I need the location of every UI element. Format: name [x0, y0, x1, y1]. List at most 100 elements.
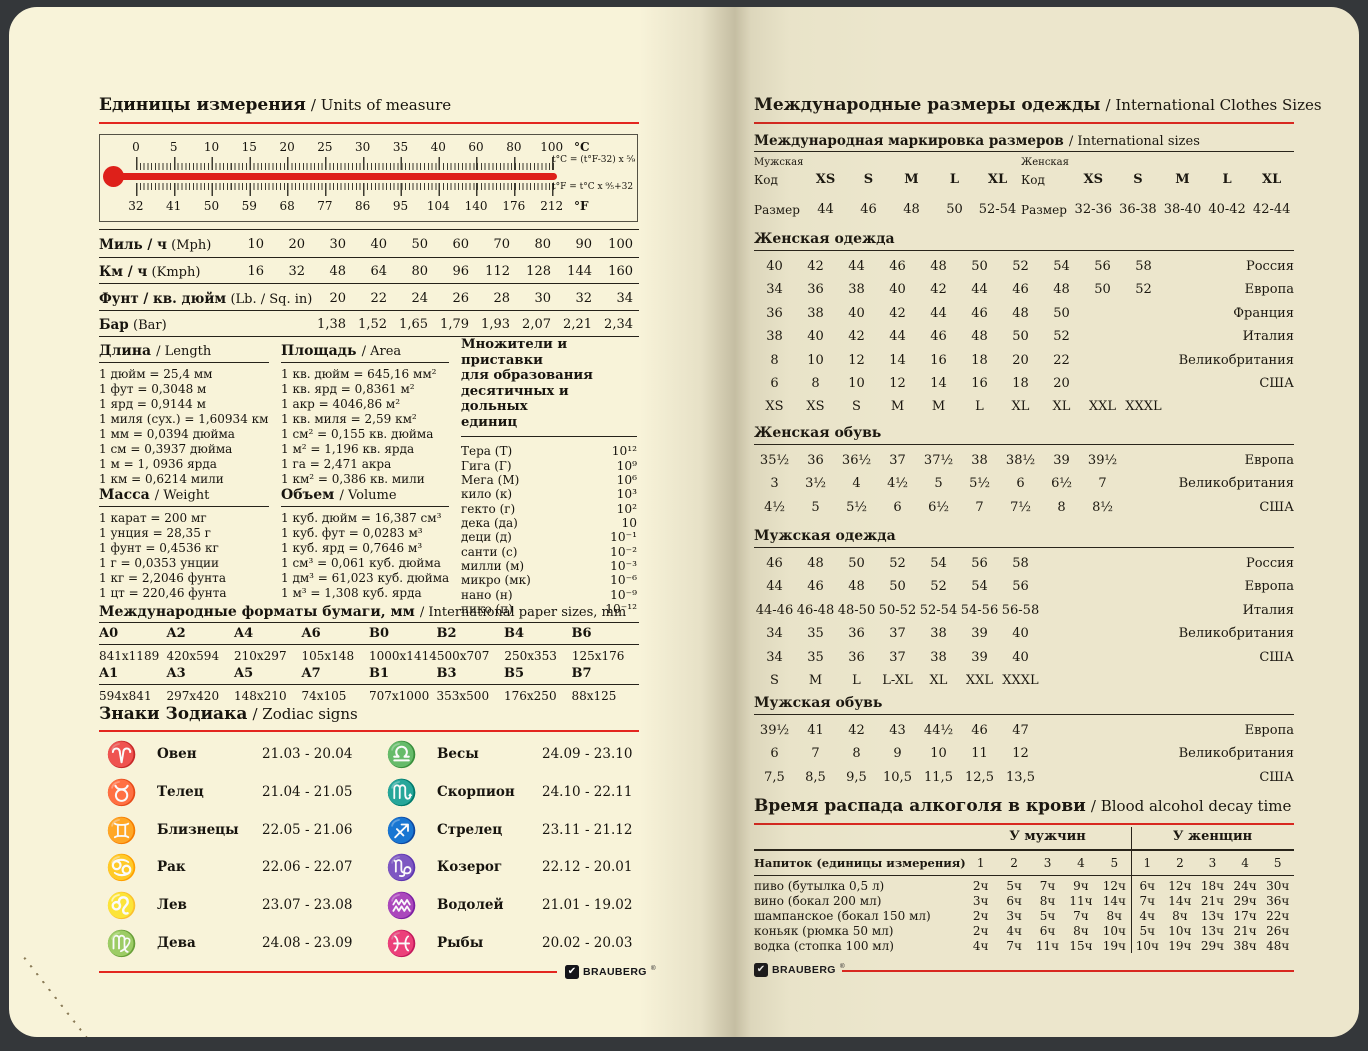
women-hours-cell: 36ч	[1266, 894, 1290, 908]
women-size-code: S	[1133, 172, 1143, 187]
paper-format: A1	[99, 666, 119, 681]
zodiac-row: ♍ Дева 24.08 - 23.09	[99, 925, 371, 963]
zodiac-row: ♓ Рыбы 20.02 - 20.03	[379, 925, 651, 963]
size-cell: 48	[1012, 305, 1029, 321]
kmph-value: 112	[485, 264, 510, 279]
brauberg-logo-text: BRAUBERG	[772, 964, 836, 976]
size-cell: 20	[1012, 352, 1029, 368]
size-cell: 9	[893, 746, 902, 762]
mass-item: 1 кг = 2,2046 фунта	[99, 571, 226, 586]
zodiac-column-right: ♎ Весы 24.09 - 23.10 ♏ Скорпион 24.10 - …	[379, 736, 651, 963]
country-label: Европа	[1244, 579, 1294, 595]
paper-size-value: 420x594	[166, 649, 220, 663]
country-label: США	[1259, 499, 1294, 515]
area-item: 1 км² = 0,386 кв. мили	[281, 472, 425, 487]
prefix-row: Мега (М) 10⁶	[461, 473, 637, 487]
psi-value: 34	[616, 291, 633, 306]
men-hours-cell: 7ч	[1073, 909, 1089, 923]
women-hours-cell: 21ч	[1233, 924, 1257, 938]
zodiac-row: ♊ Близнецы 22.05 - 21.06	[99, 812, 371, 850]
prefixes-rule	[461, 436, 637, 438]
paper-values-row-1: 841x1189 420x594 210x297 105x148 1000x1414 50…	[99, 647, 639, 665]
women-hours-cell: 7ч	[1139, 894, 1156, 908]
prefix-row: Тера (Т) 10¹²	[461, 444, 637, 458]
men-count-header: 5	[1110, 856, 1119, 870]
women-hours-cell: 13ч	[1200, 924, 1225, 938]
size-cell: 50	[1053, 305, 1070, 321]
mph-value: 50	[411, 237, 428, 252]
mph-label-en: (Mph)	[171, 238, 212, 253]
celsius-tick-label: 80	[506, 140, 522, 154]
size-cell: XXL	[965, 672, 994, 688]
men-hours-cell: 4ч	[1006, 924, 1022, 938]
prefix-name: дека (да)	[461, 516, 518, 531]
mph-value: 30	[329, 237, 346, 252]
women-column-group: У женщин	[1172, 829, 1253, 844]
country-label: США	[1259, 769, 1294, 785]
zodiac-title-en: / Zodiac signs	[252, 705, 358, 723]
women-hours-cell: 4ч	[1139, 909, 1156, 923]
paper-format: A2	[166, 626, 186, 641]
celsius-tick-label: 35	[392, 140, 409, 154]
mph-value: 100	[608, 237, 633, 252]
celsius-tick-label: 20	[279, 140, 295, 154]
size-sections: Женская одежда 40 42 44 46 48 50 52 54 56 58 Росс…	[754, 7, 1294, 1037]
prefix-name: пико (п)	[461, 602, 513, 617]
prefix-name: деци (д)	[461, 530, 512, 545]
size-table-row: 34 35 36 37 38 39 40 Великобритания	[754, 622, 1294, 645]
size-cell: XL	[929, 672, 948, 688]
zodiac-row: ♒ Водолей 21.01 - 19.02	[379, 887, 651, 925]
size-cell: 54	[971, 579, 988, 595]
size-cell: 12,5	[965, 769, 994, 785]
zodiac-dates: 21.04 - 21.05	[262, 783, 353, 800]
size-cell: XL	[1052, 399, 1071, 415]
size-cell: 38	[807, 305, 824, 321]
prefix-value: 10⁻²	[610, 544, 637, 559]
right-title-en: / International Clothes Sizes	[1105, 96, 1322, 114]
prefix-row: гекто (г) 10²	[461, 502, 637, 516]
size-section-title: Мужская обувь	[754, 695, 883, 711]
corner-stitching	[23, 957, 98, 1037]
country-label: Великобритания	[1178, 476, 1294, 492]
length-title-ru: Длина	[99, 343, 152, 359]
country-label: Великобритания	[1178, 626, 1294, 642]
length-rule	[99, 362, 269, 364]
area-rule	[281, 362, 449, 364]
women-hours-cell: 48ч	[1266, 939, 1290, 953]
drink-name: водка (стопка 100 мл)	[754, 939, 894, 953]
size-cell: 54	[930, 556, 947, 571]
size-cell: 46	[930, 329, 947, 345]
mph-value: 90	[575, 237, 592, 252]
volume-item: 1 дм³ = 61,023 куб. дюйма	[281, 571, 450, 586]
size-cell: 6	[1016, 476, 1025, 492]
area-item: 1 акр = 4046,86 м²	[281, 397, 401, 412]
size-cell: M	[931, 399, 946, 415]
men-hours-cell: 8ч	[1039, 894, 1056, 908]
kmph-value: 48	[329, 264, 346, 279]
alcohol-row: водка (стопка 100 мл) 4ч 7ч 11ч 15ч 19ч 10ч 1…	[754, 939, 1294, 954]
paper-size-value: 250x353	[504, 649, 557, 663]
left-title-en: / Units of measure	[310, 96, 452, 114]
size-cell: 52	[1012, 259, 1029, 274]
men-size-code: M	[904, 172, 919, 187]
men-hours-cell: 12ч	[1102, 879, 1126, 893]
paper-size-value: 297x420	[166, 689, 220, 703]
size-cell: 8	[770, 352, 779, 368]
size-cell: M	[890, 399, 905, 415]
zodiac-icon: ♋	[106, 853, 138, 883]
thermometer-bar	[116, 173, 557, 180]
prefixes-title-line: десятичных и дольных	[461, 383, 569, 415]
right-title-ru: Международные размеры одежды	[754, 95, 1101, 115]
size-cell: 35	[807, 626, 824, 642]
brauberg-logo: ✔ BRAUBERG ®	[565, 965, 656, 979]
psi-value: 30	[534, 291, 551, 306]
length-item: 1 мм = 0,0394 дюйма	[99, 427, 235, 442]
country-label: Россия	[1245, 556, 1294, 571]
length-item: 1 миля (сух.) = 1,60934 км	[99, 412, 269, 427]
mass-title-ru: Масса	[99, 487, 150, 503]
celsius-tick-label: 15	[241, 140, 257, 154]
size-cell: 7	[811, 746, 820, 762]
zodiac-row: ♏ Скорпион 24.10 - 22.11	[379, 774, 651, 812]
women-count-header: 4	[1241, 856, 1249, 870]
left-footer-rule	[99, 971, 557, 974]
